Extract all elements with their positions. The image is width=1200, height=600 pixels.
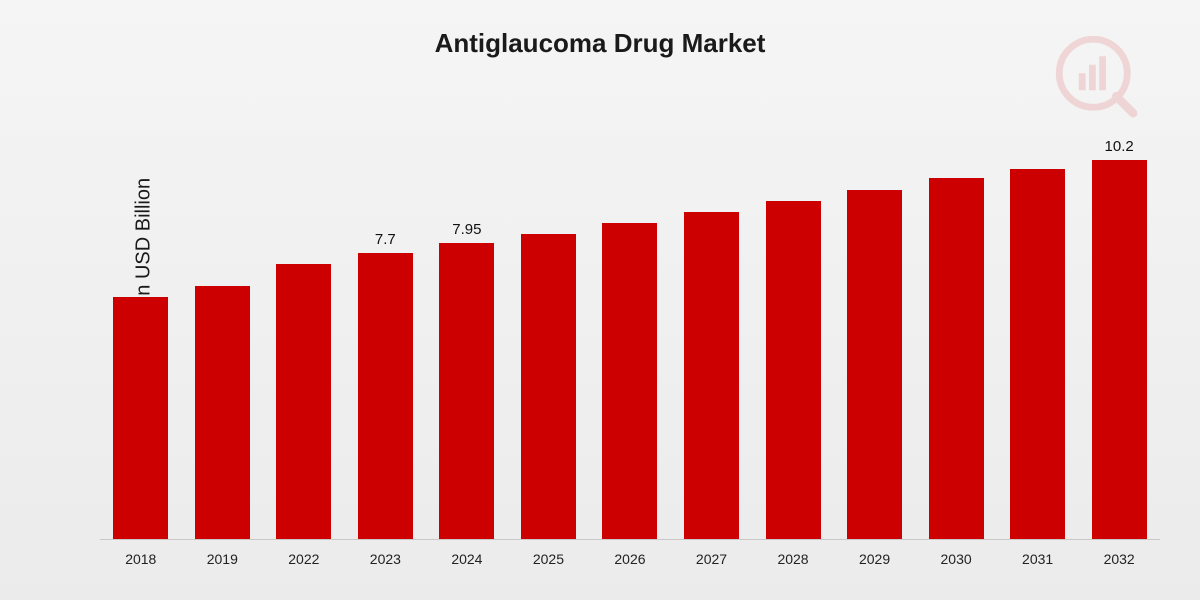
bar-slot: 2030: [915, 130, 997, 539]
bar: [195, 286, 250, 539]
x-tick-label: 2023: [370, 551, 401, 567]
bar-value-label: 7.7: [375, 231, 396, 249]
x-tick-label: 2024: [451, 551, 482, 567]
bars-container: 2018201920227.720237.9520242025202620272…: [100, 130, 1160, 540]
bar-slot: 2028: [752, 130, 834, 539]
bar: [113, 297, 168, 539]
x-tick-label: 2018: [125, 551, 156, 567]
bar: [929, 178, 984, 539]
x-tick-label: 2032: [1104, 551, 1135, 567]
bar-slot: 2031: [997, 130, 1079, 539]
bar: [439, 243, 494, 539]
bar-slot: 2026: [589, 130, 671, 539]
bar: [602, 223, 657, 539]
x-tick-label: 2027: [696, 551, 727, 567]
bar-value-label: 7.95: [452, 221, 481, 239]
bar: [847, 190, 902, 540]
x-tick-label: 2026: [614, 551, 645, 567]
x-tick-label: 2025: [533, 551, 564, 567]
bar: [1092, 160, 1147, 539]
bar: [684, 212, 739, 539]
plot-area: 2018201920227.720237.9520242025202620272…: [100, 130, 1160, 540]
bar: [1010, 169, 1065, 539]
bar-slot: 2027: [671, 130, 753, 539]
bar-slot: 10.22032: [1078, 130, 1160, 539]
bar: [766, 201, 821, 539]
bar-slot: 7.952024: [426, 130, 508, 539]
watermark-logo: [1055, 35, 1140, 120]
x-tick-label: 2030: [941, 551, 972, 567]
x-tick-label: 2028: [777, 551, 808, 567]
bar-slot: 2019: [182, 130, 264, 539]
bar-slot: 2018: [100, 130, 182, 539]
bar: [358, 253, 413, 539]
bar-value-label: 10.2: [1105, 138, 1134, 156]
bar-slot: 2029: [834, 130, 916, 539]
bar-slot: 2025: [508, 130, 590, 539]
chart-title: Antiglaucoma Drug Market: [0, 28, 1200, 59]
bar: [521, 234, 576, 539]
x-tick-label: 2022: [288, 551, 319, 567]
x-tick-label: 2031: [1022, 551, 1053, 567]
bar-slot: 2022: [263, 130, 345, 539]
x-tick-label: 2029: [859, 551, 890, 567]
bar-slot: 7.72023: [345, 130, 427, 539]
x-tick-label: 2019: [207, 551, 238, 567]
bar: [276, 264, 331, 539]
